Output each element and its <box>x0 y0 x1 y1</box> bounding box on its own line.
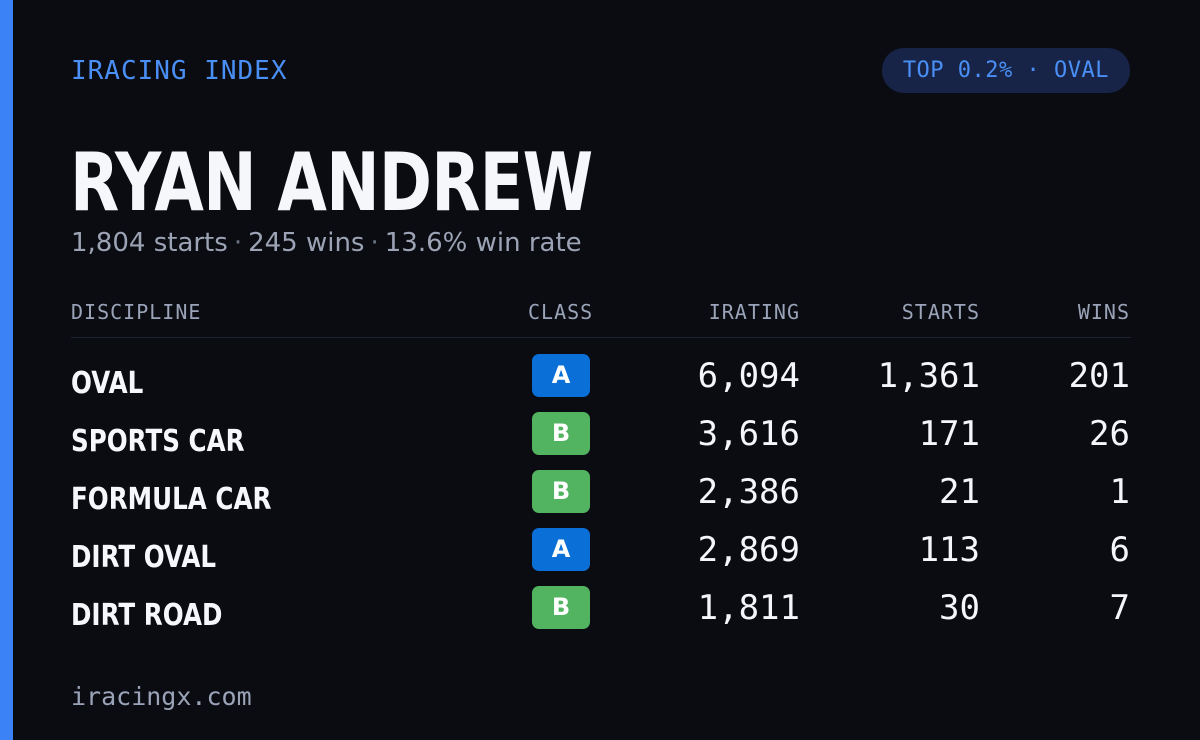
wins-value: 26 <box>1089 414 1130 454</box>
header-class: CLASS <box>528 300 594 324</box>
class-badge: A <box>532 528 590 571</box>
separator: · <box>370 228 379 258</box>
total-starts: 1,804 starts <box>71 228 228 258</box>
starts-value: 21 <box>939 472 980 512</box>
class-badge: A <box>532 354 590 397</box>
starts-value: 1,361 <box>877 356 980 396</box>
brand-title: IRACING INDEX <box>71 56 288 86</box>
starts-value: 30 <box>939 588 980 628</box>
header-discipline: DISCIPLINE <box>71 300 202 324</box>
header-wins: WINS <box>1077 300 1130 324</box>
discipline-name: DIRT ROAD <box>71 598 223 633</box>
table-row: OVAL A 6,094 1,361 201 <box>71 354 1131 412</box>
header-starts: STARTS <box>901 300 980 324</box>
class-badge: B <box>532 412 590 455</box>
win-rate: 13.6% win rate <box>384 228 582 258</box>
irating-value: 2,386 <box>697 472 800 512</box>
class-badge: B <box>532 470 590 513</box>
header-irating: IRATING <box>708 300 800 324</box>
wins-value: 1 <box>1109 472 1130 512</box>
table-row: DIRT ROAD B 1,811 30 7 <box>71 586 1131 644</box>
wins-value: 6 <box>1109 530 1130 570</box>
starts-value: 113 <box>918 530 980 570</box>
irating-value: 6,094 <box>697 356 800 396</box>
separator: · <box>233 228 243 258</box>
discipline-name: OVAL <box>71 366 144 401</box>
wins-value: 7 <box>1109 588 1130 628</box>
class-badge: B <box>532 586 590 629</box>
irating-value: 3,616 <box>697 414 800 454</box>
table-row: SPORTS CAR B 3,616 171 26 <box>71 412 1131 470</box>
player-name: RYAN ANDREW <box>70 136 593 229</box>
discipline-table: DISCIPLINE CLASS IRATING STARTS WINS OVA… <box>71 296 1131 644</box>
player-summary: 1,804 starts · 245 wins · 13.6% win rate <box>71 228 582 258</box>
discipline-name: DIRT OVAL <box>71 540 217 575</box>
discipline-name: FORMULA CAR <box>71 482 272 517</box>
accent-bar <box>0 0 13 740</box>
table-row: DIRT OVAL A 2,869 113 6 <box>71 528 1131 586</box>
irating-value: 2,869 <box>697 530 800 570</box>
discipline-name: SPORTS CAR <box>71 424 245 459</box>
table-row: FORMULA CAR B 2,386 21 1 <box>71 470 1131 528</box>
table-header: DISCIPLINE CLASS IRATING STARTS WINS <box>71 296 1131 338</box>
starts-value: 171 <box>918 414 980 454</box>
rank-badge: TOP 0.2% · OVAL <box>881 48 1130 93</box>
total-wins: 245 wins <box>248 228 365 258</box>
wins-value: 201 <box>1068 356 1130 396</box>
table-body: OVAL A 6,094 1,361 201 SPORTS CAR B 3,61… <box>71 354 1131 644</box>
irating-value: 1,811 <box>697 588 800 628</box>
footer-domain: iracingx.com <box>71 682 252 711</box>
